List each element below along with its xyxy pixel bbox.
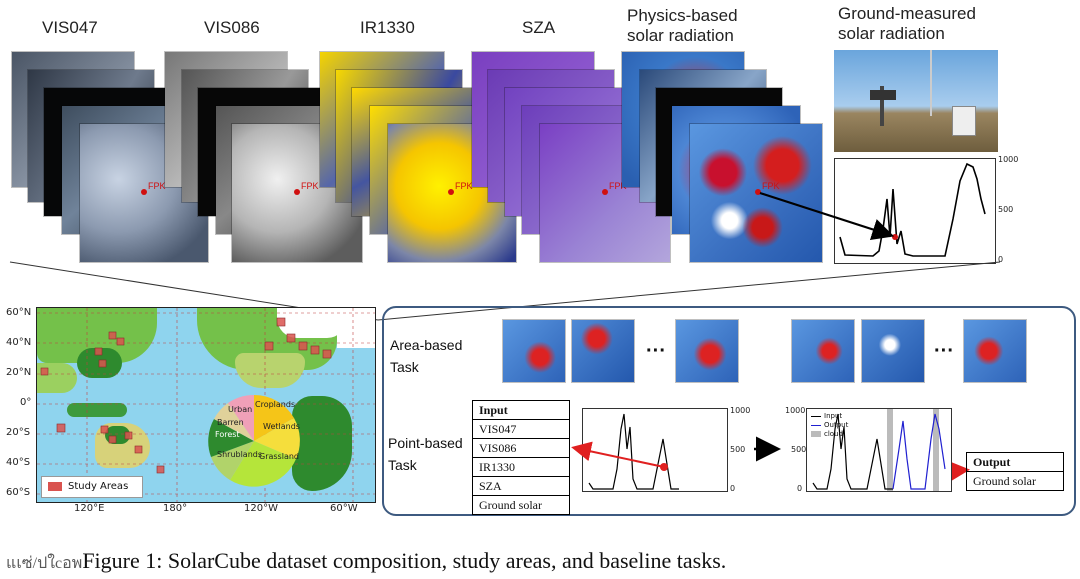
title-ground: Ground-measured solar radiation <box>838 4 976 43</box>
task-panel <box>382 306 1076 516</box>
pie-label-wetlands: Wetlands <box>263 422 300 431</box>
lon-120e: 120°E <box>74 503 105 514</box>
point-task-label: Point-based Task <box>388 435 463 473</box>
pie-label-croplands: Croplands <box>255 400 296 409</box>
figure-caption: แเซ่/ปใcอพFigure 1: SolarCube dataset co… <box>6 548 727 573</box>
point-plot-input: 1000 500 0 <box>582 406 750 493</box>
title-physics: Physics-based solar radiation <box>627 6 738 45</box>
output-table: Output Ground solar <box>966 452 1064 491</box>
caption-prefix: แเซ่/ปใcอพ <box>6 555 83 572</box>
input-table: Input VIS047 VIS086 IR1330 SZA Ground so… <box>472 400 570 515</box>
map-legend: Study Areas <box>41 476 143 498</box>
title-vis047: VIS047 <box>42 18 98 37</box>
map-grid <box>37 308 375 502</box>
lat-60s: 60°S <box>6 487 31 498</box>
lon-120w: 120°W <box>244 503 278 514</box>
title-ir1330: IR1330 <box>360 18 415 37</box>
lon-60w: 60°W <box>330 503 358 514</box>
lat-20n: 20°N <box>6 367 32 378</box>
output-header: Output <box>966 452 1064 472</box>
ground-plot: 1000 500 0 <box>834 155 1018 264</box>
lat-20s: 20°S <box>6 427 31 438</box>
title-vis086: VIS086 <box>204 18 260 37</box>
lat-60n: 60°N <box>6 307 32 318</box>
title-sza: SZA <box>522 18 556 37</box>
pie-label-grassland: Grassland <box>259 452 299 461</box>
area-task-label: Area-based Task <box>390 337 463 375</box>
pie-label-shrublands: Shrublands <box>217 450 263 459</box>
plot2-legend: Input Output cloud <box>811 412 848 439</box>
lat-40s: 40°S <box>6 457 31 468</box>
lon-180: 180° <box>163 503 188 514</box>
lat-0: 0° <box>20 397 32 408</box>
lat-40n: 40°N <box>6 337 32 348</box>
study-map: Urban Croplands Barren Wetlands Forest S… <box>36 307 376 503</box>
point-plot-output: 1000 500 0 Input Output cloud <box>785 406 952 493</box>
pie-label-forest: Forest <box>215 430 240 439</box>
pie-label-urban: Urban <box>228 405 253 414</box>
landcover-pie <box>208 394 300 487</box>
study-area-markers <box>40 317 332 474</box>
ground-photo <box>834 50 998 152</box>
pie-label-barren: Barren <box>217 418 244 427</box>
